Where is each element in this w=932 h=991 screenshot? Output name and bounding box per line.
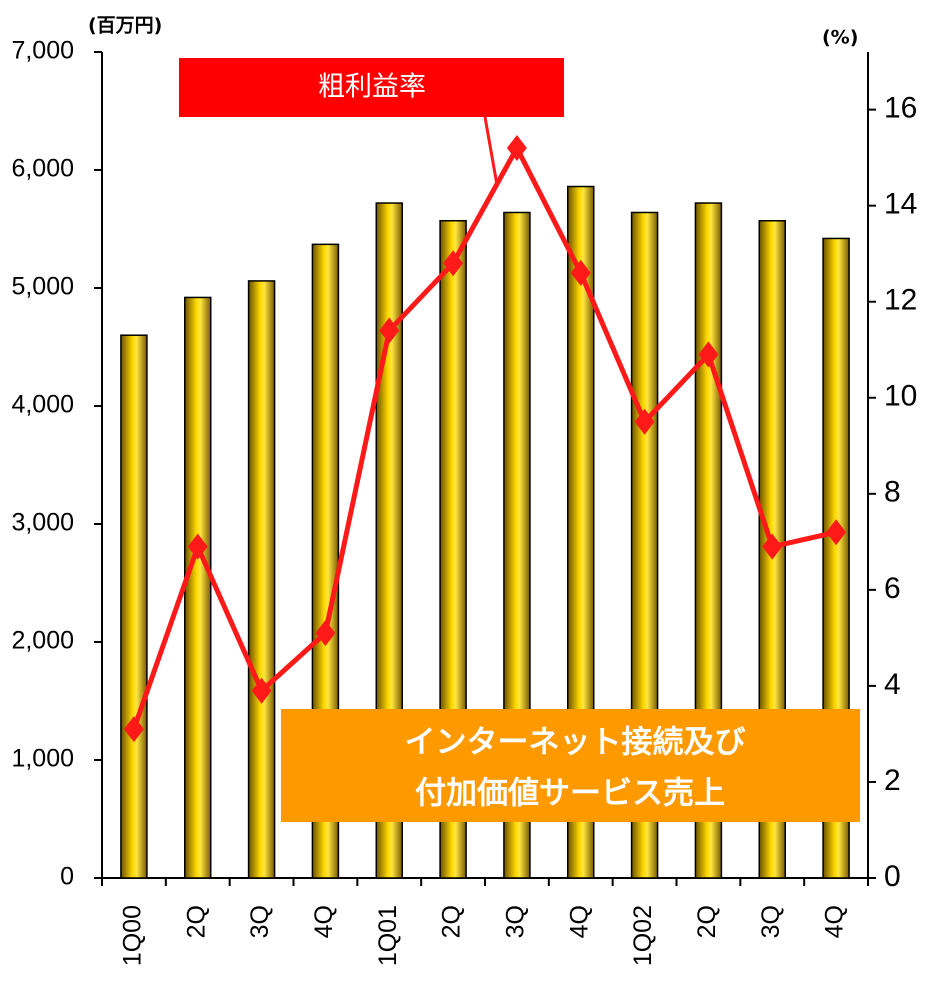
y-tick-label: 6,000 bbox=[11, 155, 74, 183]
y2-axis-label: (%) bbox=[822, 27, 858, 49]
line bbox=[131, 145, 837, 730]
x-tick-label: 1Q02 bbox=[629, 905, 657, 966]
line-label-box bbox=[179, 58, 564, 117]
y-tick-label: 4,000 bbox=[11, 391, 74, 419]
bar-label: インターネット接続及び bbox=[405, 725, 746, 761]
marker bbox=[379, 317, 400, 344]
bar bbox=[184, 296, 212, 879]
x-tick-label: 2Q bbox=[182, 905, 210, 938]
y2-tick-label: 4 bbox=[884, 668, 901, 701]
bar bbox=[120, 334, 148, 879]
bar bbox=[247, 280, 276, 879]
y2-tick-label: 14 bbox=[884, 188, 917, 221]
marker bbox=[187, 533, 208, 560]
x-tick-label: 2Q bbox=[693, 905, 721, 938]
callout bbox=[483, 116, 499, 186]
x-tick-label: 1Q01 bbox=[374, 905, 402, 966]
y-tick-label: 2,000 bbox=[11, 627, 74, 655]
y2-tick-label: 2 bbox=[884, 764, 901, 797]
marker bbox=[251, 677, 272, 704]
y-tick-label: 7,000 bbox=[11, 37, 74, 65]
y2-tick-label: 8 bbox=[884, 476, 901, 509]
y2-tick-label: 10 bbox=[884, 380, 917, 413]
y-tick-label: 3,000 bbox=[11, 509, 74, 537]
marker bbox=[315, 620, 336, 647]
marker bbox=[443, 250, 464, 277]
x-tick-label: 3Q bbox=[246, 905, 274, 938]
marker bbox=[698, 341, 719, 368]
marker bbox=[762, 533, 783, 560]
marker bbox=[123, 716, 144, 743]
x-tick-label: 3Q bbox=[757, 905, 785, 938]
marker bbox=[570, 259, 591, 286]
line-label: 粗利益率 bbox=[318, 72, 426, 103]
bar-label-box bbox=[281, 709, 860, 822]
x-tick-label: 3Q bbox=[502, 905, 530, 938]
marker bbox=[506, 135, 527, 162]
y2-tick-label: 6 bbox=[884, 572, 901, 605]
y2-tick-label: 0 bbox=[884, 860, 901, 893]
bar-label: 付加価値サービス売上 bbox=[415, 776, 725, 812]
x-tick-label: 2Q bbox=[438, 905, 466, 938]
marker bbox=[634, 408, 655, 435]
marker bbox=[826, 519, 847, 546]
y-axis-label: (百万円) bbox=[88, 15, 162, 37]
y-tick-label: 5,000 bbox=[11, 273, 74, 301]
x-tick-label: 4Q bbox=[821, 905, 849, 938]
y-tick-label: 0 bbox=[60, 863, 74, 891]
y2-tick-label: 16 bbox=[884, 92, 917, 125]
x-tick-label: 4Q bbox=[310, 905, 338, 938]
x-tick-label: 1Q00 bbox=[119, 905, 147, 966]
y2-tick-label: 12 bbox=[884, 284, 917, 317]
x-tick-label: 4Q bbox=[565, 905, 593, 938]
y-tick-label: 1,000 bbox=[11, 745, 74, 773]
